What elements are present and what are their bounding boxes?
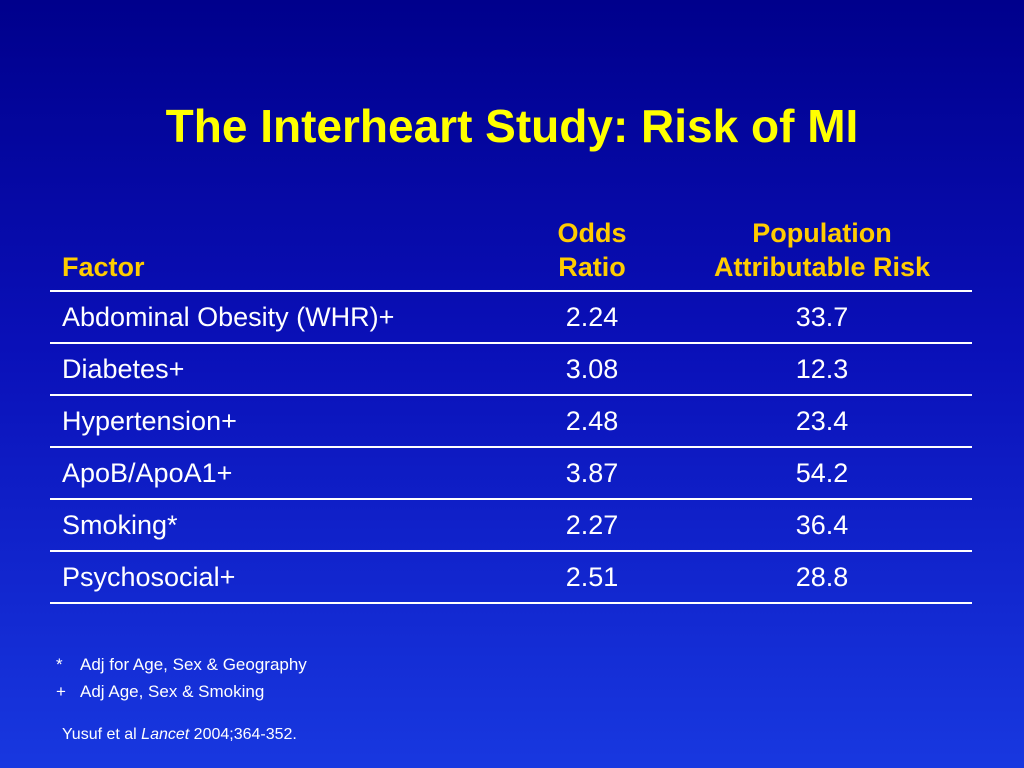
risk-table: Factor Odds Ratio Population Attributabl… <box>50 210 972 604</box>
footnote-text: Adj for Age, Sex & Geography <box>80 655 307 674</box>
cell-factor: Hypertension+ <box>62 406 237 436</box>
cell-odds-ratio: 2.24 <box>565 302 619 332</box>
footnote-mark: * <box>56 655 63 674</box>
cell-odds-ratio: 2.51 <box>565 562 619 592</box>
cell-odds-ratio: 3.87 <box>565 458 619 488</box>
cell-factor: Psychosocial+ <box>62 562 236 592</box>
citation-journal: Lancet <box>141 726 190 743</box>
cell-odds-ratio: 2.27 <box>565 510 619 540</box>
citation-details: 2004;364-352. <box>193 726 297 743</box>
header-odds-ratio-line2: Ratio <box>558 252 626 282</box>
cell-par: 12.3 <box>795 354 849 384</box>
table-row: Smoking* 2.27 36.4 <box>50 499 972 551</box>
table-row: Abdominal Obesity (WHR)+ 2.24 33.7 <box>50 291 972 343</box>
cell-factor: ApoB/ApoA1+ <box>62 458 233 488</box>
cell-factor: Smoking* <box>62 510 178 540</box>
cell-par: 36.4 <box>795 510 849 540</box>
slide-title: The Interheart Study: Risk of MI <box>165 100 859 152</box>
footnotes: * Adj for Age, Sex & Geography + Adj Age… <box>56 651 307 705</box>
header-factor: Factor <box>62 252 145 282</box>
header-odds-ratio: Odds Ratio <box>512 210 672 291</box>
footnote-text: Adj Age, Sex & Smoking <box>80 682 265 701</box>
cell-factor: Diabetes+ <box>62 354 185 384</box>
cell-odds-ratio: 3.08 <box>565 354 619 384</box>
header-par-line2: Attributable Risk <box>713 252 931 282</box>
table-row: Diabetes+ 3.08 12.3 <box>50 343 972 395</box>
cell-factor: Abdominal Obesity (WHR)+ <box>62 302 395 332</box>
footnote-mark: + <box>56 682 66 701</box>
footnote: * Adj for Age, Sex & Geography <box>56 651 307 678</box>
header-par-line1: Population <box>752 218 892 248</box>
table-row: Hypertension+ 2.48 23.4 <box>50 395 972 447</box>
cell-par: 28.8 <box>795 562 849 592</box>
table-body: Abdominal Obesity (WHR)+ 2.24 33.7 Diabe… <box>50 291 972 603</box>
citation: Yusuf et al Lancet 2004;364-352. <box>62 724 297 746</box>
cell-par: 23.4 <box>795 406 849 436</box>
footnote: + Adj Age, Sex & Smoking <box>56 678 307 705</box>
cell-par: 54.2 <box>795 458 849 488</box>
citation-authors: Yusuf et al <box>62 726 137 743</box>
cell-par: 33.7 <box>795 302 849 332</box>
header-population-attributable-risk: Population Attributable Risk <box>672 210 972 291</box>
table-row: Psychosocial+ 2.51 28.8 <box>50 551 972 603</box>
table-row: ApoB/ApoA1+ 3.87 54.2 <box>50 447 972 499</box>
header-odds-ratio-line1: Odds <box>557 218 627 248</box>
cell-odds-ratio: 2.48 <box>565 406 619 436</box>
table-header: Factor Odds Ratio Population Attributabl… <box>50 210 972 291</box>
header-row: Factor Odds Ratio Population Attributabl… <box>50 210 972 291</box>
